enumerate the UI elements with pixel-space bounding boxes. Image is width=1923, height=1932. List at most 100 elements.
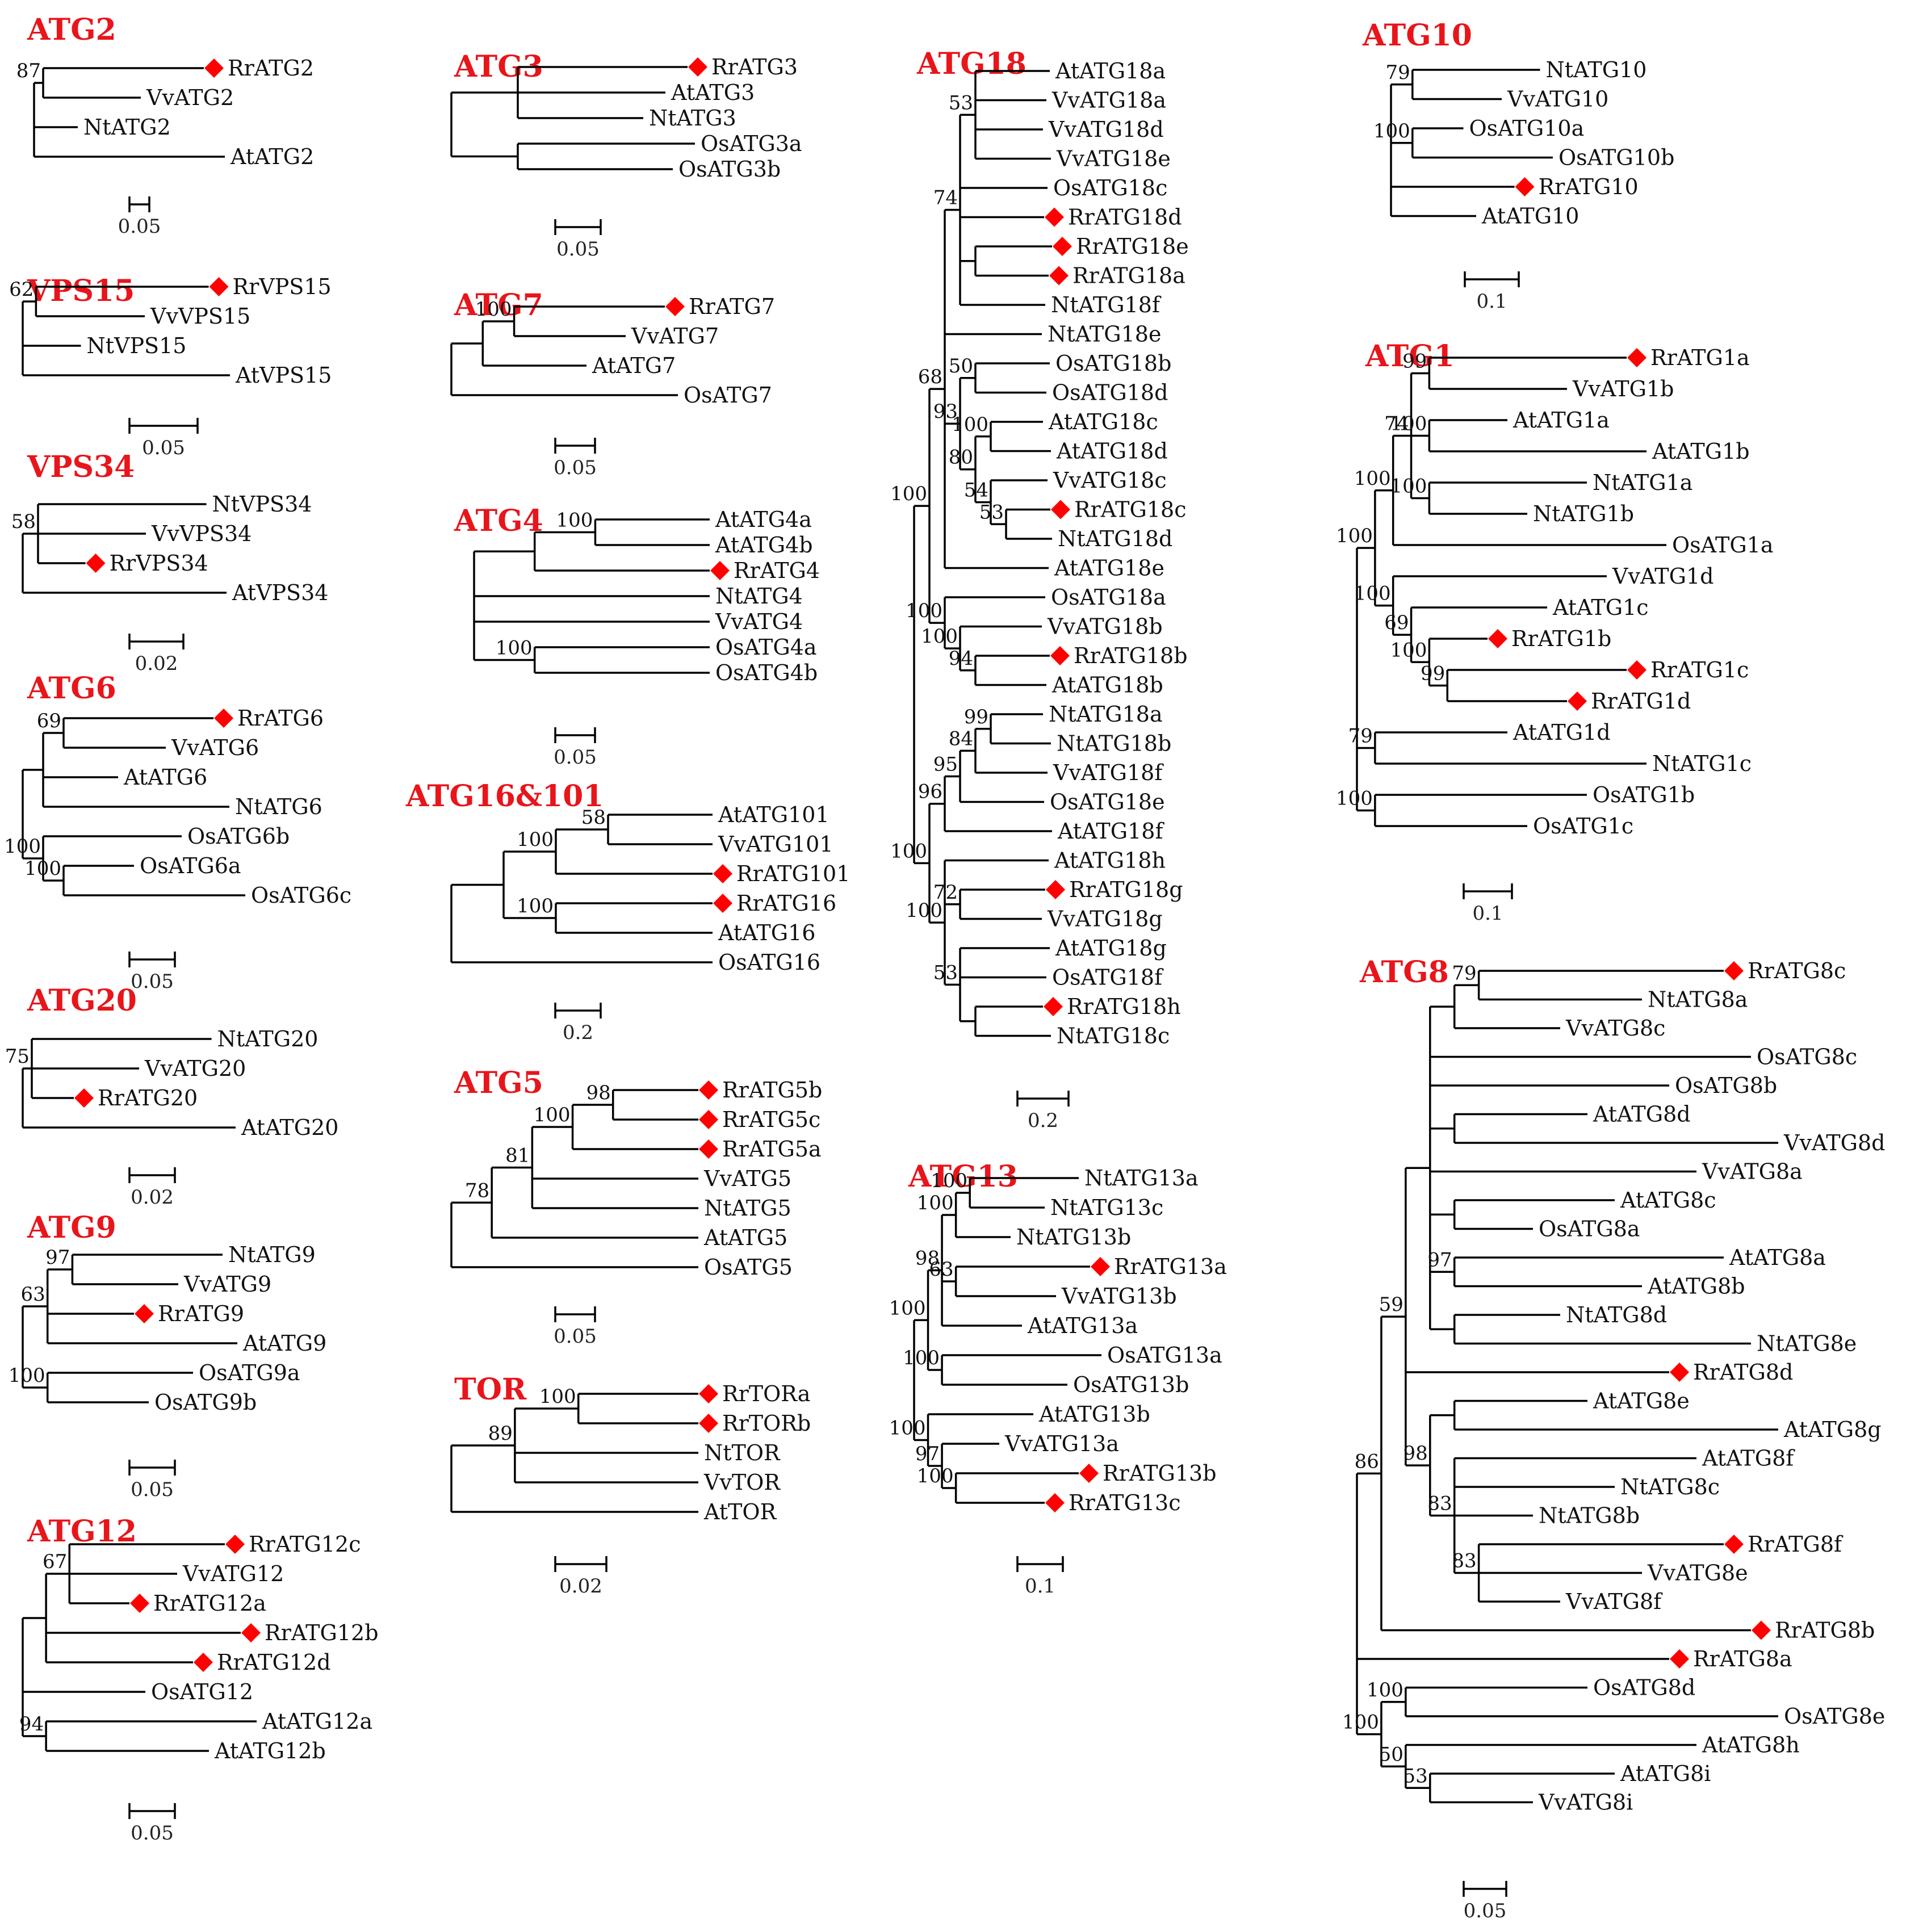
leaf-ntatg1c: NtATG1c xyxy=(1652,751,1752,776)
leaf-vvatg8e: VvATG8e xyxy=(1647,1561,1748,1586)
leaf-atatg6: AtATG6 xyxy=(123,765,207,790)
leaf-rratg18c: RrATG18c xyxy=(1074,497,1186,522)
leaf-atatg13b: AtATG13b xyxy=(1038,1402,1150,1427)
leaf-ntatg3: NtATG3 xyxy=(649,106,736,131)
leaf-rratg12b: RrATG12b xyxy=(265,1620,379,1645)
leaf-vvatg8f: VvATG8f xyxy=(1565,1589,1663,1614)
rosa-marker-icon xyxy=(713,894,732,913)
bootstrap-value: 99 xyxy=(1421,663,1445,685)
scale-bar: 0.05 xyxy=(118,196,161,238)
bootstrap-value: 93 xyxy=(933,400,958,423)
bootstrap-value: 100 xyxy=(952,413,988,436)
leaf-vvatg13a: VvATG13a xyxy=(1004,1431,1119,1456)
leaf-vvatg12: VvATG12 xyxy=(182,1561,284,1586)
leaf-osatg16: OsATG16 xyxy=(718,950,820,975)
leaf-vvtor: VvTOR xyxy=(703,1470,781,1495)
rosa-marker-icon xyxy=(1050,646,1070,665)
tree-title: ATG1 xyxy=(1365,339,1455,374)
leaf-vvatg4: VvATG4 xyxy=(715,609,803,634)
leaf-vvatg8i: VvATG8i xyxy=(1538,1790,1633,1815)
bootstrap-value: 78 xyxy=(465,1179,489,1202)
rosa-marker-icon xyxy=(1053,237,1072,256)
leaf-vvatg8c: VvATG8c xyxy=(1565,1016,1665,1041)
bootstrap-value: 100 xyxy=(889,1297,926,1319)
bootstrap-value: 50 xyxy=(1379,1743,1404,1766)
bootstrap-value: 99 xyxy=(1402,350,1427,373)
leaf-ntatg18a: NtATG18a xyxy=(1049,702,1163,727)
leaf-osatg7: OsATG7 xyxy=(684,383,772,408)
leaf-ntatg18b: NtATG18b xyxy=(1057,731,1171,756)
scale-bar: 0.05 xyxy=(128,952,176,993)
leaf-atatg20: AtATG20 xyxy=(241,1115,338,1140)
bootstrap-value: 75 xyxy=(5,1045,30,1068)
leaf-vvatg1d: VvATG1d xyxy=(1612,564,1713,589)
leaf-osatg8e: OsATG8e xyxy=(1784,1704,1885,1729)
rosa-marker-icon xyxy=(665,297,685,316)
bootstrap-value: 99 xyxy=(964,706,988,728)
leaf-atatg18a: AtATG18a xyxy=(1055,58,1166,83)
leaf-rratg2: RrATG2 xyxy=(228,56,314,81)
leaf-atatg18e: AtATG18e xyxy=(1054,556,1164,581)
rosa-marker-icon xyxy=(1079,1464,1099,1483)
leaf-rratg9: RrATG9 xyxy=(158,1301,244,1326)
leaf-rrtorb: RrTORb xyxy=(722,1411,811,1436)
leaf-atatg1a: AtATG1a xyxy=(1513,408,1610,433)
scale-label: 0.1 xyxy=(1476,290,1507,313)
bootstrap-value: 72 xyxy=(933,881,958,904)
leaf-atatg1d: AtATG1d xyxy=(1513,720,1611,745)
leaf-osatg1a: OsATG1a xyxy=(1672,533,1774,558)
leaf-atatg8a: AtATG8a xyxy=(1729,1245,1826,1270)
scale-label: 0.05 xyxy=(1464,1900,1507,1922)
leaf-rratg1a: RrATG1a xyxy=(1650,345,1750,370)
scale-label: 0.05 xyxy=(554,1325,597,1348)
bootstrap-value: 86 xyxy=(1355,1450,1379,1473)
bootstrap-value: 98 xyxy=(586,1082,610,1104)
leaf-osatg8b: OsATG8b xyxy=(1675,1073,1777,1098)
leaf-atatg4b: AtATG4b xyxy=(715,533,813,558)
leaf-vvatg18g: VvATG18g xyxy=(1047,907,1163,932)
bootstrap-value: 100 xyxy=(917,1192,954,1214)
scale-label: 0.1 xyxy=(1025,1575,1055,1598)
bootstrap-value: 100 xyxy=(534,1104,571,1126)
rosa-marker-icon xyxy=(1046,880,1065,899)
leaf-osatg6c: OsATG6c xyxy=(251,883,351,908)
tree-atg6: ATG6 69 RrATG6 VvATG6 AtATG6 NtATG6 100 OsATG6b… xyxy=(4,671,351,993)
tree-title: ATG18 xyxy=(916,47,1027,81)
scale-bar: 0.02 xyxy=(128,634,185,675)
bootstrap-value: 79 xyxy=(1348,725,1373,748)
leaf-atatg18c: AtATG18c xyxy=(1048,409,1158,434)
scale-label: 0.1 xyxy=(1472,902,1503,925)
bootstrap-value: 62 xyxy=(9,278,33,301)
leaf-vvatg18a: VvATG18a xyxy=(1051,88,1166,113)
rosa-marker-icon xyxy=(1568,692,1587,711)
scale-bar: 0.05 xyxy=(554,1306,597,1348)
leaf-atatg18g: AtATG18g xyxy=(1055,936,1167,961)
bootstrap-value: 67 xyxy=(43,1550,67,1573)
leaf-rratg18d: RrATG18d xyxy=(1068,205,1182,230)
tree-atg10: ATG10 79 NtATG10 VvATG10 100 OsATG10a OsATG10b… xyxy=(1362,18,1674,313)
tree-atg20: ATG20 75 NtATG20 VvATG20 RrATG20 AtATG20 0.02 xyxy=(5,983,339,1209)
rosa-marker-icon xyxy=(1724,961,1744,980)
rosa-marker-icon xyxy=(194,1653,213,1672)
bootstrap-value: 96 xyxy=(918,781,942,803)
rosa-marker-icon xyxy=(1627,660,1647,680)
leaf-ntatg9: NtATG9 xyxy=(228,1242,316,1267)
bootstrap-value: 100 xyxy=(903,1347,940,1369)
scale-label: 0.05 xyxy=(131,1822,174,1845)
leaf-osatg3b: OsATG3b xyxy=(678,157,781,182)
leaf-ntatg1a: NtATG1a xyxy=(1593,470,1692,495)
leaf-osatg1b: OsATG1b xyxy=(1593,782,1695,807)
leaf-osatg4a: OsATG4a xyxy=(715,635,817,660)
leaf-atatg2: AtATG2 xyxy=(230,144,314,169)
tree-title: ATG2 xyxy=(27,12,116,47)
bootstrap-value: 53 xyxy=(979,501,1004,523)
tree-atg2: ATG2 87 RrATG2 VvATG2 NtATG2 AtATG2 0.05 xyxy=(16,12,315,238)
leaf-atatg12a: AtATG12a xyxy=(262,1709,372,1734)
bootstrap-value: 80 xyxy=(949,446,973,469)
leaf-rratg4: RrATG4 xyxy=(734,558,820,583)
leaf-rratg8c: RrATG8c xyxy=(1748,958,1846,983)
leaf-rratg13b: RrATG13b xyxy=(1103,1461,1217,1486)
